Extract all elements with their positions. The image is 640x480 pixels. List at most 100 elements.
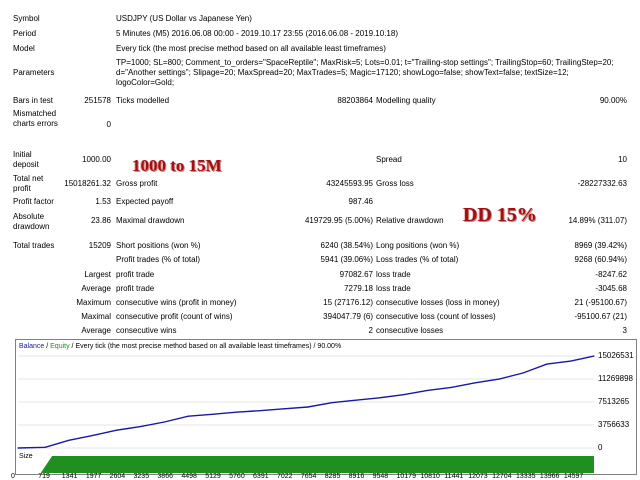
net-profit-value: 15018261.32 <box>64 179 111 188</box>
average-label: Average <box>81 284 111 293</box>
model-value: Every tick (the most precise method base… <box>116 44 386 53</box>
short-positions-label: Short positions (won %) <box>116 241 201 250</box>
ticks-value: 88203864 <box>337 96 373 105</box>
abs-drawdown-label: Absolute drawdown <box>13 212 50 231</box>
loss-trades-label: Loss trades (% of total) <box>376 255 459 264</box>
x-tick-label: 9548 <box>372 473 389 480</box>
net-profit-label: Total net profit <box>13 174 44 193</box>
maximal-profit-value: 394047.79 (6) <box>323 312 373 321</box>
y-tick-label: 0 <box>598 443 603 452</box>
rel-drawdown-value: 14.89% (311.07) <box>568 216 627 225</box>
y-tick-label: 15026531 <box>598 351 634 360</box>
balance-point <box>402 394 405 396</box>
x-tick-label: 10179 <box>396 473 416 480</box>
profit-trades-value: 5941 (39.06%) <box>320 255 373 264</box>
drawdown-annotation: DD 15% <box>463 204 537 226</box>
balance-point <box>283 408 285 410</box>
x-tick-label: 10810 <box>420 473 440 480</box>
x-tick-label: 5129 <box>205 473 221 480</box>
spread-value: 10 <box>618 155 627 164</box>
x-tick-label: 8285 <box>324 473 341 480</box>
gross-profit-label: Gross profit <box>116 179 158 188</box>
chart-legend: Balance / Equity / Every tick (the most … <box>19 342 341 352</box>
x-tick-label: 12073 <box>468 473 488 480</box>
expected-payoff-label: Expected payoff <box>116 197 174 206</box>
x-tick-label: 13966 <box>539 473 560 480</box>
long-positions-label: Long positions (won %) <box>376 241 460 250</box>
average-loss-value: -3045.68 <box>595 284 627 293</box>
long-positions-value: 8969 (39.42%) <box>574 241 627 250</box>
size-chart: Size <box>15 450 637 475</box>
balance-point <box>498 378 500 380</box>
expected-payoff-value: 987.46 <box>348 197 373 206</box>
profit-factor-value: 1.53 <box>95 197 111 206</box>
quality-value: 90.00% <box>599 96 627 105</box>
parameters-label: Parameters <box>13 68 55 77</box>
balance-point <box>355 399 357 401</box>
symbol-label: Symbol <box>13 14 40 23</box>
y-tick-label: 11269898 <box>598 374 633 383</box>
parameters-line3: logoColor=Gold; <box>116 78 175 87</box>
balance-point <box>92 434 94 437</box>
legend-sep: / <box>44 343 51 350</box>
size-volume-area <box>40 456 594 473</box>
deposit-label: Initial deposit <box>13 150 39 169</box>
largest-profit-label: profit trade <box>116 270 155 279</box>
gross-profit-value: 43245593.95 <box>326 179 373 188</box>
maximum-losses-value: 21 (-95100.67) <box>574 298 627 307</box>
max-drawdown-label: Maximal drawdown <box>116 216 185 225</box>
balance-point <box>163 421 166 423</box>
deposit-value: 1000.00 <box>82 155 111 164</box>
balance-point <box>307 406 309 408</box>
profit-factor-label: Profit factor <box>13 197 54 206</box>
x-tick-label: 3235 <box>133 473 150 480</box>
bars-label: Bars in test <box>13 96 54 105</box>
spread-label: Spread <box>376 155 402 164</box>
legend-rest: / Every tick (the most precise method ba… <box>69 343 342 350</box>
total-trades-value: 15209 <box>88 241 111 250</box>
quality-label: Modelling quality <box>376 96 436 105</box>
bars-value: 251578 <box>84 96 111 105</box>
maximal-loss-value: -95100.67 (21) <box>574 312 627 321</box>
short-positions-value: 6240 (38.54%) <box>320 241 373 250</box>
maximal-loss-label: consecutive loss (count of losses) <box>376 312 496 321</box>
x-tick-label: 12704 <box>492 473 512 480</box>
x-tick-label: 14597 <box>563 473 584 480</box>
balance-line-svg <box>17 355 595 449</box>
x-tick-label: 1341 <box>61 473 78 480</box>
mismatched-value: 0 <box>106 120 111 129</box>
balance-point <box>68 439 70 441</box>
rel-drawdown-label: Relative drawdown <box>376 216 444 225</box>
balance-point <box>17 447 19 449</box>
x-tick-label: 13335 <box>516 473 536 480</box>
average-consec-wins-value: 2 <box>368 326 373 335</box>
average-profit-label: profit trade <box>116 284 155 293</box>
model-label: Model <box>13 44 35 53</box>
balance-chart: Balance / Equity / Every tick (the most … <box>15 339 637 452</box>
y-tick-label: 3756633 <box>598 420 630 429</box>
period-label: Period <box>13 29 37 38</box>
growth-annotation: 1000 to 15M <box>132 156 222 175</box>
x-tick-label: 5760 <box>229 473 245 480</box>
period-value: 5 Minutes (M5) 2016.06.08 00:00 - 2019.1… <box>116 29 398 38</box>
balance-point <box>259 410 261 412</box>
balance-point <box>331 402 333 404</box>
parameters-line1: TP=1000; SL=800; Comment_to_orders="Spac… <box>116 58 614 67</box>
balance-point <box>546 363 548 365</box>
largest-loss-label: loss trade <box>376 270 411 279</box>
maximum-wins-value: 15 (27176.12) <box>323 298 373 307</box>
mismatched-label: Mismatched charts errors <box>13 109 58 128</box>
balance-point <box>235 411 237 413</box>
balance-point <box>379 397 381 399</box>
x-tick-label: 4498 <box>181 473 197 480</box>
x-tick-label: 7022 <box>276 473 293 480</box>
gross-loss-label: Gross loss <box>376 179 414 188</box>
max-drawdown-value: 419729.95 (5.00%) <box>304 216 373 225</box>
x-tick-label: 7654 <box>300 473 317 480</box>
average-profit-value: 7279.18 <box>344 284 373 293</box>
x-tick-label: 6391 <box>253 473 269 480</box>
average-consec-losses-label: consecutive losses <box>376 326 444 335</box>
maximum-losses-label: consecutive losses (loss in money) <box>376 298 500 307</box>
x-tick-label: 1977 <box>85 473 102 480</box>
balance-point <box>474 382 476 384</box>
